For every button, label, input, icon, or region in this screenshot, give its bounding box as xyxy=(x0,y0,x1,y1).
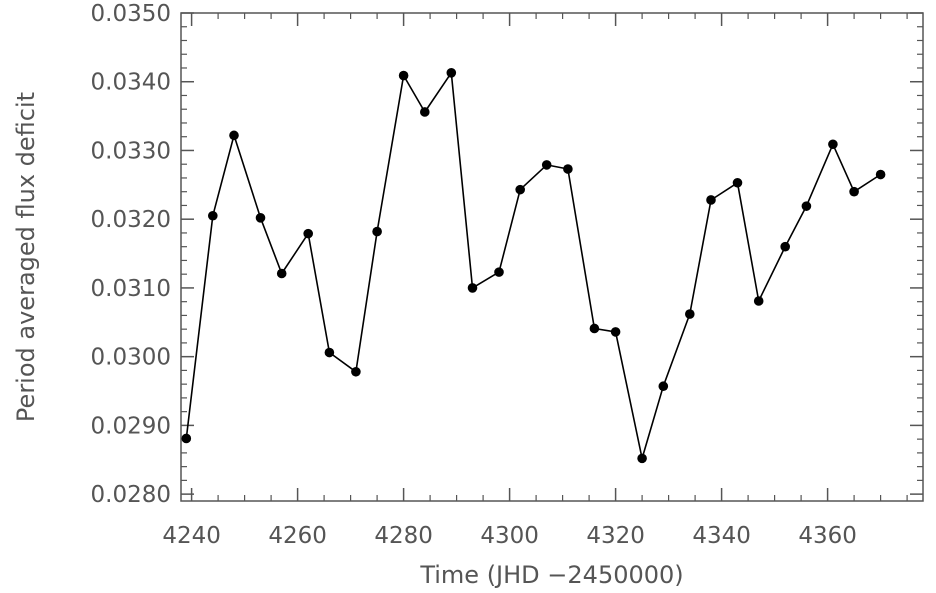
data-point xyxy=(276,268,287,279)
axis-ticks xyxy=(181,12,923,501)
x-tick-label: 4300 xyxy=(480,523,539,549)
y-tick-label: 0.0340 xyxy=(91,70,171,96)
y-tick-label: 0.0320 xyxy=(91,207,171,233)
y-tick-label: 0.0280 xyxy=(91,482,171,508)
data-point xyxy=(324,347,335,358)
data-point xyxy=(467,283,478,293)
x-tick-label: 4340 xyxy=(692,523,751,549)
data-point xyxy=(875,169,886,180)
y-tick-label: 0.0310 xyxy=(91,276,171,302)
data-point xyxy=(351,366,361,377)
x-tick-label: 4320 xyxy=(586,523,645,549)
data-series xyxy=(181,67,886,464)
x-tick-label: 4280 xyxy=(374,523,433,549)
data-point xyxy=(828,139,838,150)
data-point xyxy=(610,327,621,337)
data-point xyxy=(685,309,695,319)
tick-labels: 4240 4260 4280 4300 4320 4340 4360 0.0280 0.0290… xyxy=(91,1,857,549)
data-point xyxy=(753,296,764,306)
data-point xyxy=(494,267,504,277)
data-point xyxy=(229,130,239,141)
x-axis-title: Time (JHD −2450000) xyxy=(419,561,683,589)
data-point xyxy=(208,210,218,221)
data-point xyxy=(515,184,525,195)
data-point xyxy=(303,228,314,239)
data-point xyxy=(420,107,430,117)
x-tick-label: 4360 xyxy=(798,523,857,549)
data-point xyxy=(658,381,669,392)
x-tick-label: 4240 xyxy=(162,523,221,549)
data-point xyxy=(780,241,790,252)
data-point xyxy=(181,433,192,444)
series-line xyxy=(185,72,882,460)
data-point xyxy=(563,164,573,174)
y-tick-label: 0.0290 xyxy=(91,413,171,439)
plot-frame xyxy=(180,12,924,502)
data-point xyxy=(398,70,409,81)
y-axis-title: Period averaged flux deficit xyxy=(12,92,40,422)
x-tick-label: 4260 xyxy=(268,523,327,549)
data-point xyxy=(637,453,647,464)
data-point xyxy=(849,186,859,197)
data-point xyxy=(446,67,457,78)
y-tick-label: 0.0330 xyxy=(91,138,171,164)
y-tick-label: 0.0300 xyxy=(91,345,171,371)
data-point xyxy=(541,160,552,170)
data-point xyxy=(706,195,716,205)
data-point xyxy=(589,323,600,334)
data-point xyxy=(372,226,382,237)
data-point xyxy=(801,201,812,211)
data-point xyxy=(255,213,266,223)
y-tick-label: 0.0350 xyxy=(91,1,171,27)
data-point xyxy=(732,177,743,188)
